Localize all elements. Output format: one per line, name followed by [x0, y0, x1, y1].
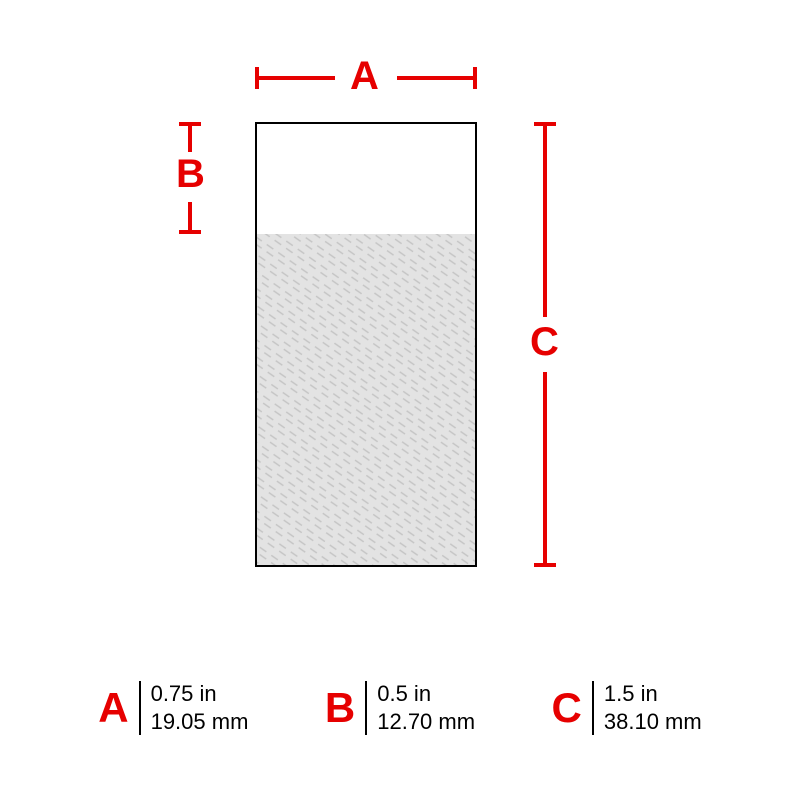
legend-divider [592, 681, 594, 735]
legend-inches: 1.5 in [604, 680, 702, 708]
legend-divider [365, 681, 367, 735]
legend-values: 0.5 in 12.70 mm [377, 680, 475, 735]
dim-a-cap-right [473, 67, 477, 89]
legend-item-b: B 0.5 in 12.70 mm [325, 680, 475, 735]
legend-letter: B [325, 687, 355, 729]
legend-values: 1.5 in 38.10 mm [604, 680, 702, 735]
dim-c-cap-bottom [534, 563, 556, 567]
legend-inches: 0.5 in [377, 680, 475, 708]
dim-a-line-right [397, 76, 477, 80]
legend-values: 0.75 in 19.05 mm [151, 680, 249, 735]
legend-letter: A [98, 687, 128, 729]
legend: A 0.75 in 19.05 mm B 0.5 in 12.70 mm C 1… [0, 680, 800, 735]
dim-b-letter: B [176, 152, 205, 197]
dim-a-letter: A [350, 54, 379, 99]
dim-c-letter: C [530, 320, 559, 365]
legend-item-a: A 0.75 in 19.05 mm [98, 680, 248, 735]
dim-c-line-bottom [543, 372, 547, 567]
legend-inches: 0.75 in [151, 680, 249, 708]
legend-mm: 19.05 mm [151, 708, 249, 736]
dim-b-cap-bottom [179, 230, 201, 234]
legend-item-c: C 1.5 in 38.10 mm [552, 680, 702, 735]
legend-letter: C [552, 687, 582, 729]
dim-b-line-top [188, 122, 192, 152]
legend-mm: 12.70 mm [377, 708, 475, 736]
dimension-diagram: A B C A 0.75 in 19.05 mm B 0.5 in 12.70 … [0, 0, 800, 800]
legend-divider [139, 681, 141, 735]
dim-c-line-top [543, 122, 547, 317]
label-texture [257, 234, 475, 565]
dim-a-line-left [255, 76, 335, 80]
legend-mm: 38.10 mm [604, 708, 702, 736]
